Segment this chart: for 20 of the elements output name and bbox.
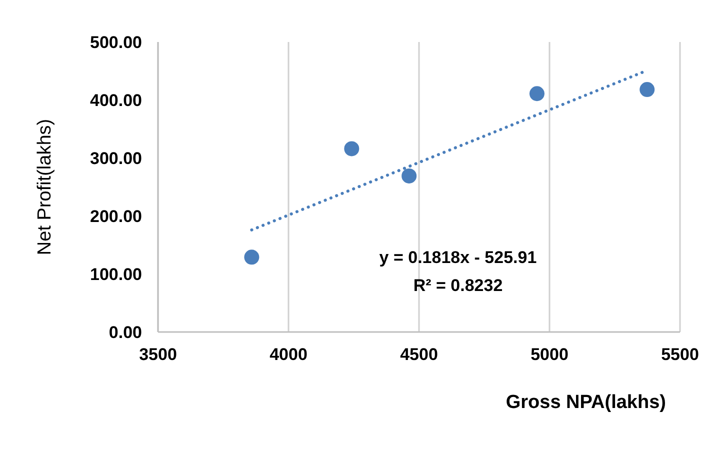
y-tick-label: 0.00 — [108, 323, 142, 342]
annotation: y = 0.1818x - 525.91 — [378, 247, 538, 269]
y-tick-label: 400.00 — [90, 91, 142, 110]
x-tick-label: 5000 — [530, 345, 568, 364]
x-tick-label: 3500 — [139, 345, 177, 364]
x-axis-title: Gross NPA(lakhs) — [506, 392, 666, 413]
point — [640, 82, 655, 98]
point — [344, 141, 360, 156]
annotation: R² = 0.8232 — [412, 275, 504, 297]
x-tick-label: 5500 — [661, 345, 699, 364]
y-tick-label: 500.00 — [90, 33, 142, 52]
x-tick-label: 4000 — [270, 345, 308, 364]
point — [529, 86, 544, 102]
y-tick-label: 100.00 — [90, 265, 142, 284]
y-tick-label: 200.00 — [90, 207, 142, 226]
y-tick-label: 300.00 — [90, 149, 142, 168]
point — [244, 250, 260, 265]
x-tick-label: 4500 — [400, 345, 438, 364]
point — [402, 168, 417, 184]
y-axis-title: Net Profit(lakhs) — [34, 118, 56, 256]
